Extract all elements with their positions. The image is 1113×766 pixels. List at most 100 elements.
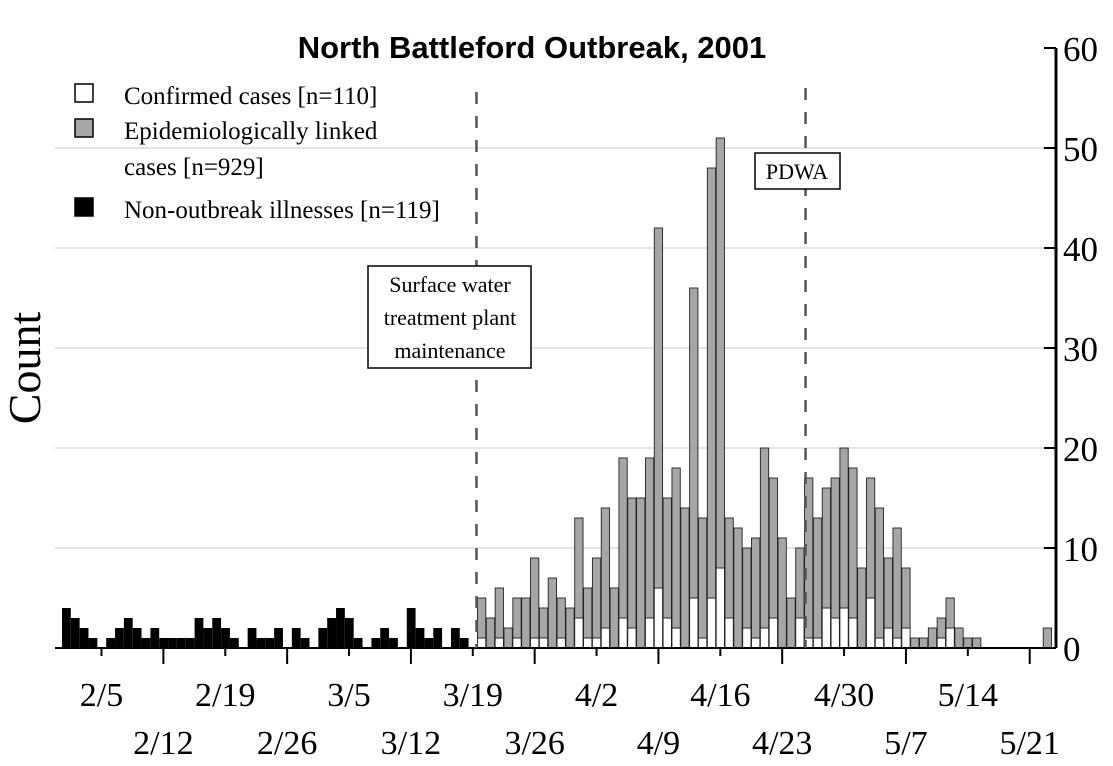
ticks: 0 10 20 30 40 50 60 2/5 2/19 3/5 3/19 4/2 4/16 4/30 5/… <box>80 30 1098 762</box>
x-tick-label: 4/16 <box>690 677 750 714</box>
bar-confirmed <box>892 637 902 649</box>
bar-confirmed <box>768 617 778 649</box>
bar-confirmed <box>865 597 876 649</box>
x-tick-label: 4/23 <box>752 725 812 761</box>
bar-non-outbreak <box>194 618 204 648</box>
bar-non-outbreak <box>62 608 71 648</box>
bar-confirmed <box>574 617 584 649</box>
gridlines <box>55 147 1056 549</box>
y-tick-label: 20 <box>1063 430 1098 469</box>
bar-confirmed <box>644 617 655 649</box>
bar-confirmed <box>477 637 487 649</box>
bar-epi-linked <box>865 477 876 599</box>
bar-non-outbreak <box>168 638 177 648</box>
bar-non-outbreak <box>415 628 425 648</box>
bar-epi-linked <box>653 227 664 589</box>
x-tick-label: 5/21 <box>999 725 1059 761</box>
bar-epi-linked <box>733 527 743 649</box>
y-axis-label: Count <box>0 312 50 425</box>
bar-confirmed <box>945 627 955 649</box>
bar-non-outbreak <box>256 638 266 648</box>
y-tick-label: 30 <box>1063 330 1098 369</box>
bar-epi-linked <box>759 447 770 629</box>
y-tick-label: 40 <box>1063 230 1098 269</box>
y-tick-label: 50 <box>1063 130 1098 169</box>
bar-epi-linked <box>857 567 867 649</box>
bar-epi-linked <box>574 517 584 619</box>
bar-epi-linked <box>698 517 708 639</box>
bar-confirmed <box>839 607 849 649</box>
bar-epi-linked <box>662 497 672 619</box>
x-tick-label: 4/2 <box>575 677 618 714</box>
bar-epi-linked <box>830 477 840 619</box>
x-tick-label: 4/30 <box>814 677 874 714</box>
bar-epi-linked <box>521 597 531 649</box>
maintenance-label-line-1: Surface water <box>389 272 511 297</box>
bar-epi-linked <box>583 587 593 639</box>
bar-confirmed <box>494 637 504 649</box>
bar-non-outbreak <box>291 628 301 648</box>
bar-non-outbreak <box>459 638 469 648</box>
bar-epi-linked <box>680 507 690 649</box>
bar-non-outbreak <box>318 628 328 648</box>
bar-confirmed <box>724 617 734 649</box>
bar-confirmed <box>600 627 610 649</box>
bar-epi-linked <box>839 447 849 609</box>
bar-confirmed <box>556 637 566 649</box>
bar-epi-linked <box>556 597 566 639</box>
bar-non-outbreak <box>336 608 345 648</box>
bar-non-outbreak <box>176 638 186 648</box>
x-tick-label: 2/26 <box>257 725 317 761</box>
maintenance-label-line-2: treatment plant <box>384 305 517 330</box>
x-tick-label: 3/12 <box>381 725 441 761</box>
x-tick-label: 5/7 <box>884 725 927 761</box>
bar-confirmed <box>698 637 708 649</box>
bar-non-outbreak <box>406 608 416 648</box>
bar-epi-linked <box>910 637 920 649</box>
bar-confirmed <box>618 617 628 649</box>
x-tick-label: 3/19 <box>443 677 503 714</box>
legend-label-epi-linked-line-1: Epidemiologically linked <box>124 118 378 145</box>
bar-epi-linked <box>538 607 549 639</box>
chart-title: North Battleford Outbreak, 2001 <box>298 30 767 65</box>
y-tick-label: 60 <box>1063 30 1098 69</box>
bar-confirmed <box>812 637 823 649</box>
bar-confirmed <box>742 627 752 649</box>
x-tick-label: 2/5 <box>80 677 123 714</box>
bar-non-outbreak <box>344 618 354 648</box>
bar-non-outbreak <box>70 618 80 648</box>
bar-confirmed <box>715 567 725 649</box>
bar-non-outbreak <box>380 628 390 648</box>
bar-non-outbreak <box>274 628 283 648</box>
bar-epi-linked <box>503 627 513 649</box>
bar-non-outbreak <box>132 628 142 648</box>
bar-non-outbreak <box>327 618 336 648</box>
maintenance-annotation-box <box>367 265 532 369</box>
bar-epi-linked <box>485 617 496 649</box>
bar-confirmed <box>883 627 893 649</box>
bar-confirmed <box>795 617 805 649</box>
bar-epi-linked <box>963 637 973 649</box>
bar-epi-linked <box>512 597 522 639</box>
bar-epi-linked <box>609 587 619 649</box>
bar-epi-linked <box>1042 627 1052 649</box>
bar-non-outbreak <box>300 638 310 648</box>
bar-epi-linked <box>530 557 540 639</box>
bar-confirmed <box>830 617 840 649</box>
y-tick-label: 10 <box>1063 530 1098 569</box>
bar-non-outbreak <box>371 638 381 648</box>
bar-epi-linked <box>936 617 946 639</box>
bar-confirmed <box>512 637 522 649</box>
bar-non-outbreak <box>150 628 160 648</box>
pdwa-label: PDWA <box>766 159 828 184</box>
bar-epi-linked <box>945 597 955 629</box>
legend-swatch-non-outbreak <box>74 197 94 217</box>
bar-confirmed <box>874 637 885 649</box>
bar-epi-linked <box>927 627 938 649</box>
bar-epi-linked <box>795 547 805 619</box>
bar-epi-linked <box>777 537 787 649</box>
bar-epi-linked <box>883 557 893 629</box>
bar-non-outbreak <box>123 618 133 648</box>
